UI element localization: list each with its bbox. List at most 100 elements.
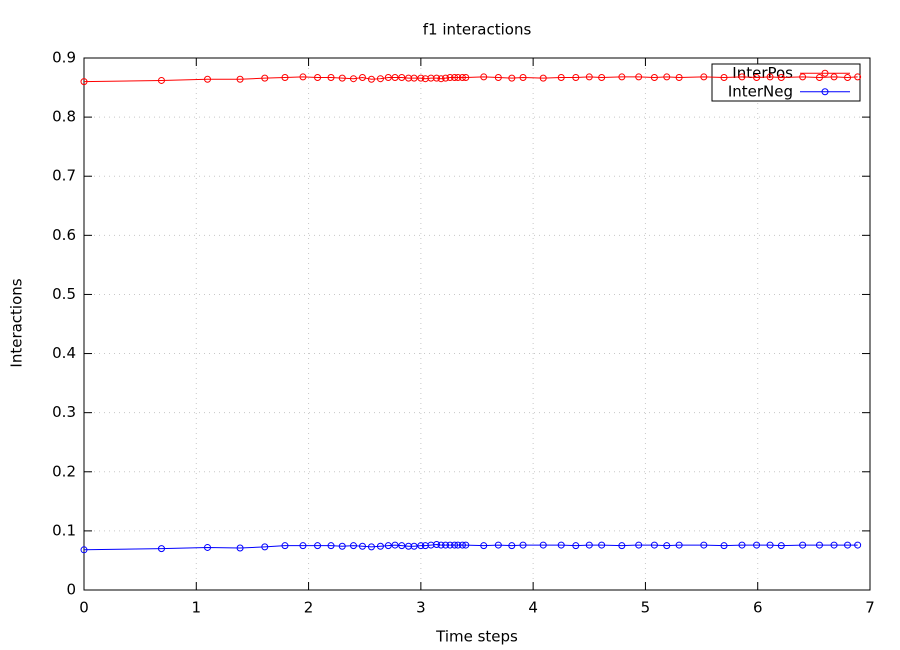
data-point — [433, 540, 441, 548]
data-point — [508, 74, 516, 82]
x-tick-label: 1 — [192, 599, 202, 617]
data-point — [675, 74, 683, 82]
data-point — [384, 74, 392, 82]
data-point — [830, 541, 838, 549]
data-point — [675, 541, 683, 549]
data-point — [830, 73, 838, 81]
data-point — [663, 542, 671, 550]
chart-title: f1 interactions — [423, 21, 532, 39]
data-point — [410, 74, 418, 82]
y-tick-label: 0.8 — [52, 108, 76, 126]
data-point — [494, 74, 502, 82]
data-point — [777, 542, 785, 550]
data-point — [854, 541, 862, 549]
data-point — [700, 541, 708, 549]
y-axis-label: Interactions — [8, 278, 26, 367]
data-point — [437, 75, 445, 83]
data-point — [261, 543, 269, 551]
x-tick-label: 0 — [79, 599, 89, 617]
data-point — [451, 74, 459, 82]
data-point — [458, 541, 466, 549]
y-tick-label: 0 — [66, 581, 76, 599]
data-point — [338, 74, 346, 82]
data-point — [844, 541, 852, 549]
data-point — [314, 542, 322, 550]
data-point — [557, 74, 565, 82]
data-point — [446, 541, 454, 549]
x-tick-label: 2 — [304, 599, 314, 617]
y-tick-label: 0.6 — [52, 226, 76, 244]
data-point — [442, 74, 450, 82]
data-point — [327, 542, 335, 550]
data-point — [367, 543, 375, 551]
legend-marker — [821, 69, 829, 77]
data-point — [480, 73, 488, 81]
data-point — [585, 541, 593, 549]
data-point — [462, 74, 470, 82]
data-point — [433, 74, 441, 82]
data-point — [384, 542, 392, 550]
data-point — [261, 74, 269, 82]
x-axis-label: Time steps — [435, 628, 518, 646]
data-point — [650, 541, 658, 549]
data-point — [398, 74, 406, 82]
data-point — [446, 74, 454, 82]
y-tick-label: 0.5 — [52, 285, 76, 303]
legend-marker — [821, 88, 829, 96]
data-point — [753, 541, 761, 549]
data-point — [618, 73, 626, 81]
data-point — [327, 74, 335, 82]
data-point — [753, 74, 761, 82]
y-tick-label: 0.7 — [52, 167, 76, 185]
data-point — [519, 541, 527, 549]
data-point — [314, 74, 322, 82]
y-tick-label: 0.3 — [52, 403, 76, 421]
data-point — [454, 541, 462, 549]
data-point — [635, 541, 643, 549]
data-point — [358, 74, 366, 82]
data-point — [815, 541, 823, 549]
data-point — [358, 542, 366, 550]
data-point — [494, 541, 502, 549]
x-tick-label: 5 — [641, 599, 651, 617]
data-point — [557, 541, 565, 549]
data-point — [738, 541, 746, 549]
data-point — [720, 74, 728, 82]
data-point — [799, 541, 807, 549]
y-tick-label: 0.9 — [52, 49, 76, 67]
data-point — [700, 73, 708, 81]
data-point — [854, 73, 862, 81]
data-point — [572, 74, 580, 82]
data-point — [281, 542, 289, 550]
data-point — [80, 78, 88, 86]
data-point — [635, 73, 643, 81]
data-point — [618, 542, 626, 550]
data-point — [442, 541, 450, 549]
data-point — [349, 75, 357, 83]
data-point — [376, 542, 384, 550]
plot-border — [83, 57, 871, 591]
data-point — [844, 74, 852, 82]
data-point — [410, 542, 418, 550]
data-point — [585, 73, 593, 81]
data-point — [204, 543, 212, 551]
data-point — [519, 74, 527, 82]
data-point — [451, 541, 459, 549]
data-point — [157, 545, 165, 553]
data-point — [236, 75, 244, 83]
data-point — [598, 74, 606, 82]
x-tick-label: 7 — [865, 599, 875, 617]
data-point — [720, 542, 728, 550]
x-tick-label: 6 — [753, 599, 763, 617]
data-point — [236, 544, 244, 552]
data-point — [299, 542, 307, 550]
data-point — [766, 541, 774, 549]
data-point — [663, 73, 671, 81]
x-tick-label: 4 — [528, 599, 538, 617]
data-point — [391, 541, 399, 549]
data-point — [299, 73, 307, 81]
y-tick-label: 0.2 — [52, 462, 76, 480]
data-point — [417, 542, 425, 550]
data-point — [204, 75, 212, 83]
